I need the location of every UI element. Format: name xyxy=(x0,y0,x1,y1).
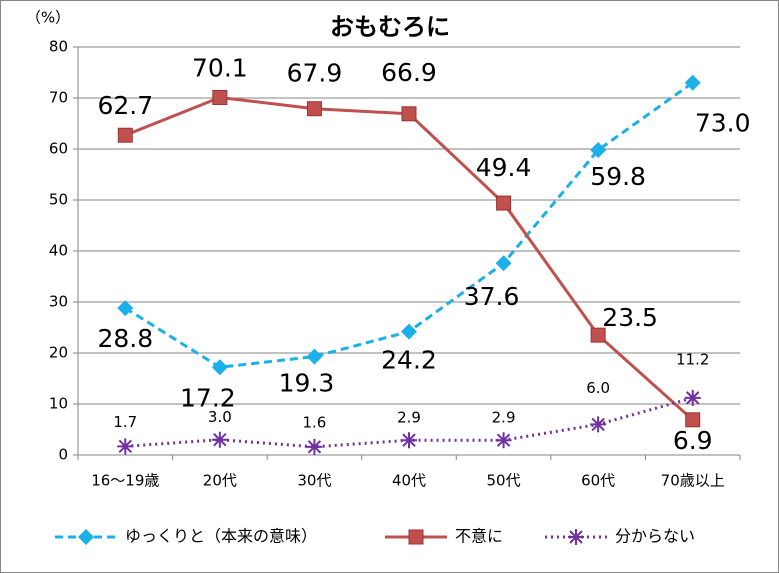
y-tick-label: 0 xyxy=(58,446,68,464)
legend-marker xyxy=(408,529,424,545)
value-label: 2.9 xyxy=(492,409,516,427)
marker xyxy=(590,416,607,433)
y-tick-label: 20 xyxy=(49,344,68,362)
marker xyxy=(401,106,417,122)
marker xyxy=(117,300,134,317)
value-label: 6.0 xyxy=(586,379,610,397)
marker xyxy=(496,195,512,211)
value-label: 17.2 xyxy=(180,383,236,412)
x-tick-label: 16～19歳 xyxy=(91,472,159,490)
marker xyxy=(306,348,323,365)
value-label: 62.7 xyxy=(97,91,153,120)
marker xyxy=(401,432,417,449)
y-tick-label: 70 xyxy=(49,89,68,107)
value-label: 1.6 xyxy=(302,413,326,431)
marker xyxy=(117,438,134,455)
value-label: 2.9 xyxy=(397,409,421,427)
value-label: 6.9 xyxy=(673,426,713,455)
y-tick-label: 30 xyxy=(49,293,68,311)
value-label: 23.5 xyxy=(602,303,658,332)
chart-title: おもむろに xyxy=(330,13,450,41)
y-tick-label: 60 xyxy=(49,140,68,158)
marker xyxy=(117,127,133,143)
value-label: 1.7 xyxy=(113,413,137,431)
y-tick-label: 80 xyxy=(49,38,68,56)
x-tick-label: 40代 xyxy=(392,472,426,490)
x-tick-label: 60代 xyxy=(581,472,615,490)
value-label: 37.6 xyxy=(464,282,520,311)
y-tick-label: 10 xyxy=(49,395,68,413)
legend-label: 不意に xyxy=(455,527,503,546)
x-tick-label: 20代 xyxy=(203,472,237,490)
y-axis-label: （%） xyxy=(26,9,70,27)
value-label: 28.8 xyxy=(97,324,153,353)
value-label: 73.0 xyxy=(695,109,751,138)
y-tick-label: 50 xyxy=(49,191,68,209)
marker xyxy=(212,89,228,105)
marker xyxy=(306,438,323,455)
y-tick-label: 40 xyxy=(49,242,68,260)
marker xyxy=(495,432,512,449)
marker xyxy=(401,323,417,340)
marker xyxy=(211,359,228,376)
value-label: 11.2 xyxy=(676,350,709,368)
value-label: 66.9 xyxy=(381,58,437,87)
x-tick-label: 50代 xyxy=(487,472,521,490)
value-label: 70.1 xyxy=(192,53,248,82)
legend-label: 分からない xyxy=(615,527,695,546)
value-label: 24.2 xyxy=(381,346,437,375)
marker xyxy=(495,255,512,272)
marker xyxy=(590,327,606,343)
legend-marker xyxy=(78,529,94,545)
value-label: 59.8 xyxy=(590,162,646,191)
value-label: 3.0 xyxy=(208,408,232,426)
marker xyxy=(306,101,322,117)
marker xyxy=(685,412,701,428)
x-tick-label: 70歳以上 xyxy=(661,472,725,490)
marker xyxy=(684,389,701,406)
value-label: 67.9 xyxy=(287,59,343,88)
marker xyxy=(684,74,701,91)
x-tick-label: 30代 xyxy=(297,472,331,490)
legend-label: ゆっくりと（本来の意味） xyxy=(125,527,317,546)
legend-marker xyxy=(568,529,584,545)
value-label: 49.4 xyxy=(476,153,532,182)
marker xyxy=(590,142,607,159)
marker xyxy=(211,431,228,448)
value-label: 19.3 xyxy=(279,369,335,398)
